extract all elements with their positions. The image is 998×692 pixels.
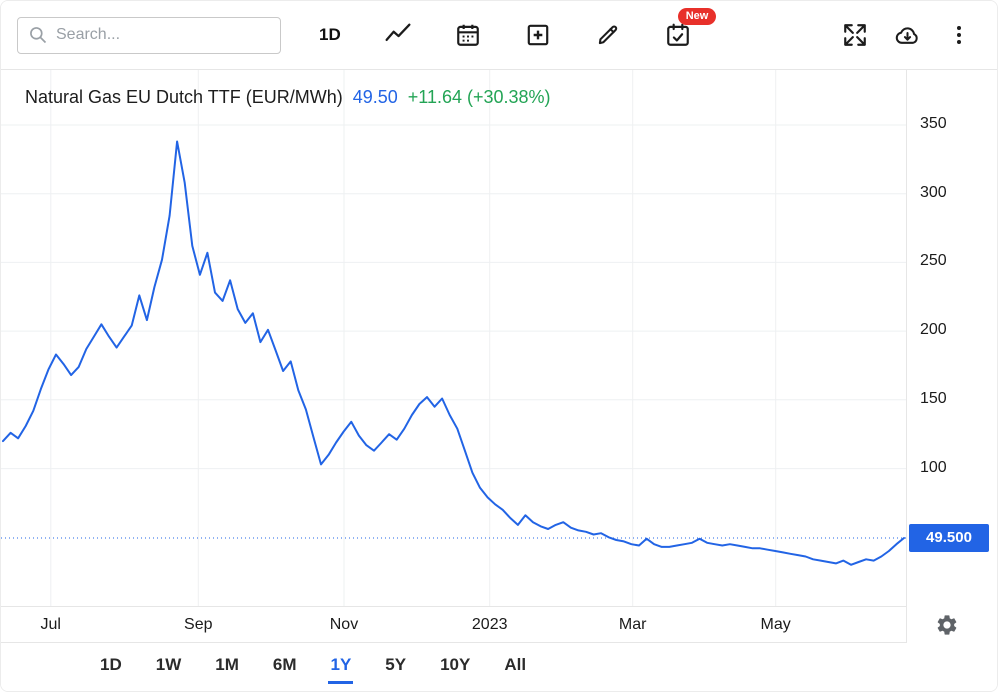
expand-icon	[842, 22, 868, 48]
search-box[interactable]	[17, 16, 281, 54]
calendar-button[interactable]	[455, 22, 481, 48]
chart-area[interactable]: Natural Gas EU Dutch TTF (EUR/MWh) 49.50…	[1, 70, 997, 643]
y-axis-label: 250	[920, 252, 947, 270]
range-button-1y[interactable]: 1Y	[328, 651, 354, 684]
download-button[interactable]	[894, 22, 921, 49]
instrument-title: Natural Gas EU Dutch TTF (EUR/MWh)	[25, 87, 343, 107]
range-button-all[interactable]: All	[502, 651, 528, 684]
events-calendar-wrap: New	[665, 8, 717, 48]
calendar-icon	[455, 22, 481, 48]
y-axis-label: 300	[920, 183, 947, 201]
price-change: +11.64 (+30.38%)	[407, 87, 551, 107]
cloud-download-icon	[894, 22, 921, 49]
price-series-line	[2, 140, 905, 566]
chart-type-button[interactable]	[385, 22, 411, 48]
x-axis-label: May	[760, 616, 791, 633]
search-input[interactable]	[56, 26, 270, 44]
search-icon	[28, 25, 48, 45]
current-price-label: 49.500	[909, 523, 989, 552]
range-button-1w[interactable]: 1W	[154, 651, 184, 684]
top-toolbar: 1D	[1, 1, 997, 70]
plus-square-icon	[525, 22, 551, 48]
y-axis-label: 350	[920, 114, 947, 132]
interval-button[interactable]: 1D	[319, 25, 341, 44]
x-axis[interactable]: Jul Sep Nov 2023 Mar May	[1, 606, 906, 643]
range-button-1d[interactable]: 1D	[98, 651, 124, 684]
y-axis-label: 200	[920, 321, 947, 339]
toolbar-left-group: 1D	[319, 8, 717, 48]
gear-icon	[935, 613, 963, 637]
compare-button[interactable]	[525, 22, 551, 48]
price-line-chart[interactable]	[1, 70, 906, 606]
kebab-menu-icon	[947, 23, 971, 47]
calendar-check-icon	[665, 22, 691, 48]
range-button-10y[interactable]: 10Y	[438, 651, 472, 684]
toolbar-right-group	[842, 22, 971, 49]
draw-button[interactable]	[595, 22, 621, 48]
x-axis-label: Sep	[184, 616, 213, 633]
range-button-6m[interactable]: 6M	[271, 651, 299, 684]
line-chart-icon	[385, 22, 411, 48]
x-axis-label: Nov	[329, 616, 359, 633]
events-calendar-button[interactable]	[665, 22, 691, 48]
x-axis-label: Mar	[618, 616, 647, 633]
range-button-5y[interactable]: 5Y	[383, 651, 408, 684]
range-button-1m[interactable]: 1M	[213, 651, 241, 684]
fullscreen-button[interactable]	[842, 22, 868, 48]
x-axis-label: Jul	[40, 616, 61, 633]
new-badge: New	[677, 8, 717, 25]
y-axis[interactable]: 49.500 100 150 200 250 300 350	[906, 70, 997, 643]
axis-settings-button[interactable]	[935, 611, 963, 639]
chart-legend: Natural Gas EU Dutch TTF (EUR/MWh) 49.50…	[25, 87, 551, 108]
pencil-icon	[595, 22, 621, 48]
last-price: 49.50	[352, 87, 398, 107]
y-axis-label: 150	[920, 389, 947, 407]
x-axis-label: 2023	[471, 616, 508, 633]
y-axis-label: 100	[920, 458, 947, 476]
range-toolbar: 1D 1W 1M 6M 1Y 5Y 10Y All	[1, 643, 997, 691]
more-button[interactable]	[947, 23, 971, 47]
